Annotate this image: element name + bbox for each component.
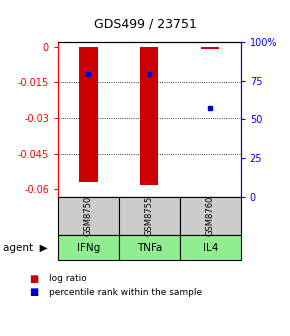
Text: GSM8750: GSM8750 <box>84 196 93 236</box>
Text: GSM8760: GSM8760 <box>206 196 215 236</box>
Text: ■: ■ <box>29 287 38 297</box>
Bar <box>79 47 97 182</box>
Text: TNFa: TNFa <box>137 243 162 253</box>
Text: agent  ▶: agent ▶ <box>3 243 48 253</box>
Text: GDS499 / 23751: GDS499 / 23751 <box>94 17 196 30</box>
Text: IL4: IL4 <box>202 243 218 253</box>
Bar <box>140 47 158 185</box>
Text: IFNg: IFNg <box>77 243 100 253</box>
Text: ■: ■ <box>29 274 38 284</box>
Text: GSM8755: GSM8755 <box>145 196 154 236</box>
Text: percentile rank within the sample: percentile rank within the sample <box>49 288 202 297</box>
Bar <box>201 47 219 49</box>
Text: log ratio: log ratio <box>49 275 87 283</box>
